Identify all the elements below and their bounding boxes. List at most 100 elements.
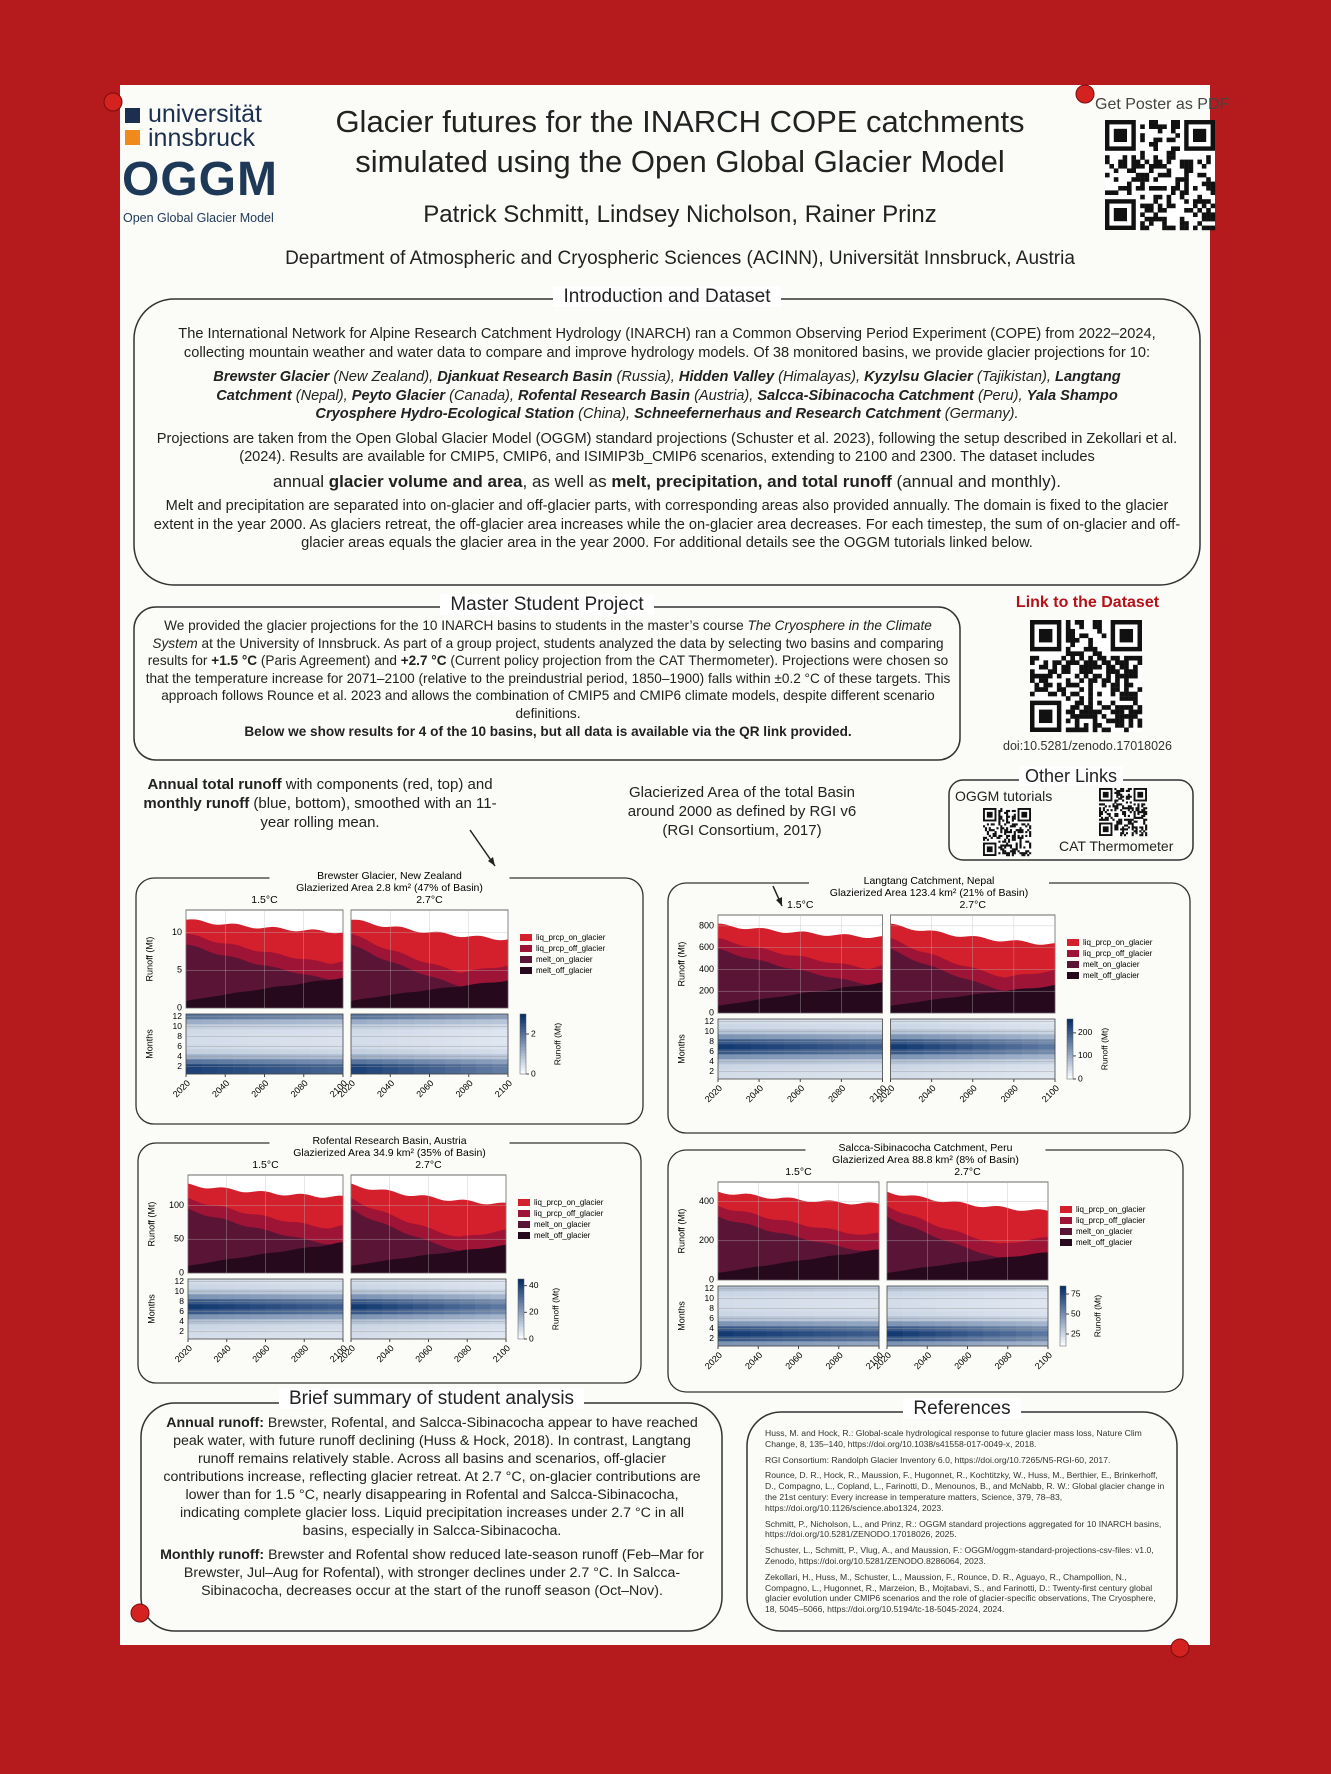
- heatmap-cell: [750, 1321, 767, 1327]
- heatmap-cell: [830, 1311, 848, 1317]
- qr-module: [1000, 809, 1003, 813]
- heatmap-cell: [951, 1301, 968, 1307]
- month-tick-label: 10: [175, 1286, 185, 1296]
- heatmap-cell: [935, 1331, 952, 1337]
- qr-module: [1120, 834, 1123, 837]
- legend-swatch: [520, 956, 532, 963]
- qr-module: [1143, 814, 1146, 817]
- qr-module: [1118, 164, 1123, 169]
- colorbar-cell: [520, 1059, 526, 1063]
- qr-module: [1106, 660, 1111, 665]
- qr-module: [1034, 682, 1040, 688]
- qr-module: [1135, 816, 1138, 819]
- heatmap-cell: [890, 1034, 908, 1040]
- heatmap-cell: [295, 1049, 312, 1055]
- colorbar-frame: [519, 1013, 527, 1075]
- text-span: Brewster, Rofental, and Salcca-Sibinacoc…: [163, 1415, 701, 1539]
- heatmap-cell: [783, 1074, 801, 1080]
- heatmap-cell: [217, 1019, 234, 1025]
- heatmap-cell: [281, 1304, 297, 1310]
- qr-module: [1139, 830, 1142, 833]
- heatmap-cell: [188, 1334, 204, 1340]
- heatmap-cell: [492, 1059, 509, 1065]
- qr-module: [990, 836, 993, 839]
- qr-module: [1092, 620, 1098, 625]
- qr-module: [1171, 120, 1176, 125]
- basin-name: Schneefernerhaus and Research Catchment: [634, 406, 941, 422]
- reference: Huss, M. and Hock, R.: Global-scale hydr…: [765, 1428, 1142, 1449]
- qr-module: [1092, 723, 1098, 728]
- qr-module: [1184, 190, 1189, 195]
- heatmap-cell: [750, 1024, 768, 1030]
- heatmap-cell: [1015, 1321, 1033, 1327]
- qr-module: [1106, 718, 1111, 724]
- qr-module: [1171, 203, 1176, 209]
- scenario-label: 1.5°C: [787, 899, 814, 911]
- heatmap-cell: [983, 1341, 1000, 1347]
- qr-module: [1149, 120, 1154, 125]
- qr-module: [1124, 687, 1129, 692]
- qr-module: [1124, 682, 1129, 688]
- heatmap-cell: [816, 1074, 834, 1080]
- reference: Schmitt, P., Nicholson, L., and Prinz, R…: [765, 1518, 1162, 1540]
- heatmap-cell: [397, 1294, 414, 1300]
- qr-finder: [1102, 826, 1109, 833]
- heatmap-cell: [782, 1331, 799, 1337]
- qr-module: [1004, 829, 1007, 832]
- qr-module: [1145, 824, 1148, 827]
- month-tick-label: 12: [705, 1016, 715, 1026]
- y-tick-label: 400: [699, 964, 714, 974]
- heatmap-cell: [382, 1059, 399, 1065]
- pdf-link[interactable]: Get Poster as PDF: [1095, 96, 1230, 113]
- colorbar-cell: [1060, 1307, 1066, 1311]
- colorbar-tick-label: 25: [1071, 1328, 1081, 1338]
- basin-name: Hidden Valley: [678, 369, 775, 385]
- text-span: annual: [273, 471, 329, 491]
- qr-module: [1124, 691, 1129, 697]
- heatmap-cell: [188, 1314, 204, 1320]
- qr-module: [1122, 832, 1125, 835]
- qr-module: [1110, 700, 1116, 706]
- qr-module: [1013, 831, 1016, 834]
- qr-module: [1184, 172, 1189, 178]
- heatmap-cell: [444, 1294, 460, 1300]
- qr-module: [1135, 164, 1141, 169]
- qr-module: [1110, 709, 1116, 715]
- colorbar-cell: [1067, 1040, 1073, 1044]
- axis-label: Months: [676, 1301, 686, 1331]
- qr-module: [1133, 664, 1138, 670]
- qr-module: [1015, 829, 1018, 832]
- qr-module: [1097, 655, 1102, 661]
- heatmap-cell: [833, 1064, 850, 1070]
- qr-module: [1140, 225, 1145, 231]
- qr-module: [1188, 164, 1194, 169]
- qr-module: [1029, 827, 1032, 830]
- qr-module: [1128, 696, 1134, 701]
- qr-module: [1065, 669, 1071, 674]
- qr-module: [1079, 687, 1084, 692]
- qr-module: [983, 838, 986, 841]
- qr-module: [1101, 633, 1107, 639]
- basin-name: Kyzylsu Glacier: [864, 369, 973, 385]
- qr-module: [1119, 691, 1125, 697]
- dataset-link[interactable]: Link to the Dataset: [1015, 594, 1160, 611]
- qr-module: [1116, 822, 1119, 825]
- qr-module: [1128, 718, 1134, 724]
- heatmap-cell: [890, 1074, 908, 1080]
- qr-module: [1000, 825, 1003, 828]
- heatmap-cell: [382, 1019, 399, 1025]
- link[interactable]: OGGM tutorials: [955, 788, 1053, 804]
- heatmap-cell: [814, 1291, 831, 1297]
- qr-module: [1104, 805, 1107, 808]
- qr-module: [1127, 797, 1130, 800]
- colorbar-cell: [520, 1068, 526, 1072]
- link[interactable]: CAT Thermometer: [1059, 838, 1174, 854]
- heatmap-cell: [830, 1291, 848, 1297]
- qr-finder: [986, 811, 993, 818]
- title-line: simulated using the Open Global Glacier …: [355, 144, 1005, 179]
- qr-module: [1099, 803, 1102, 806]
- qr-module: [1119, 718, 1125, 724]
- heatmap-cell: [366, 1284, 383, 1290]
- panel-subtitle: Glazierized Area 88.8 km² (8% of Basin): [832, 1154, 1019, 1166]
- qr-module: [1119, 723, 1125, 728]
